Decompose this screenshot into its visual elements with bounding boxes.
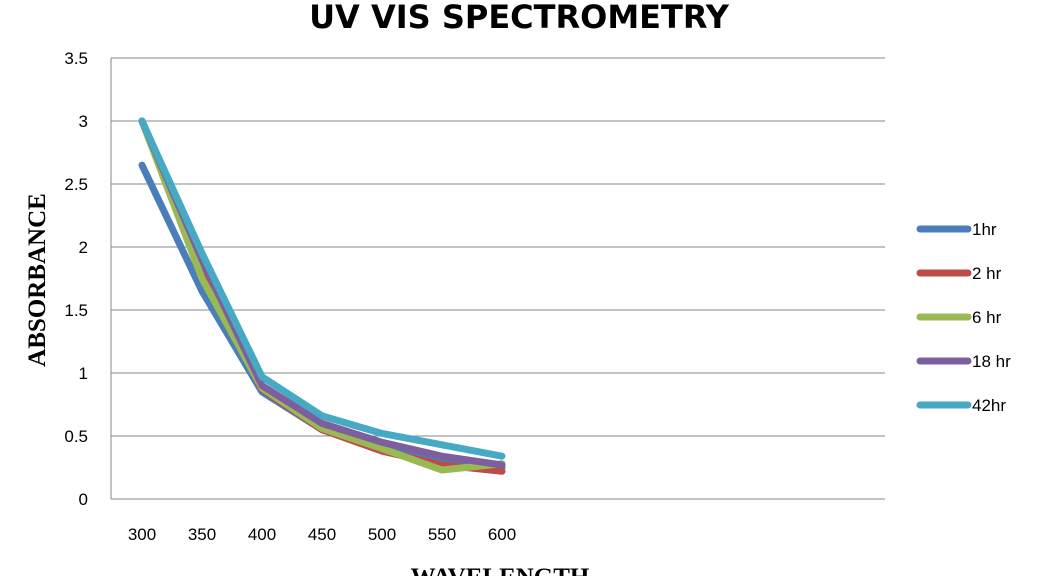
x-tick-labels: 300 350 400 450 500 550 600 [128, 525, 516, 544]
axes [110, 58, 885, 500]
x-tick-label: 450 [308, 525, 336, 544]
series-line [138, 117, 506, 474]
chart-title: UV VIS SPECTROMETRY [309, 0, 730, 36]
gridlines [111, 57, 885, 437]
y-tick-label: 0.5 [64, 427, 88, 446]
legend-label: 2 hr [972, 264, 1002, 283]
y-tick-label: 1.5 [64, 301, 88, 320]
x-tick-label: 400 [248, 525, 276, 544]
legend: 1hr 2 hr 6 hr 18 hr 42hr [916, 220, 1011, 415]
x-tick-label: 600 [488, 525, 516, 544]
legend-label: 6 hr [972, 308, 1002, 327]
y-tick-label: 2.5 [64, 175, 88, 194]
x-tick-label: 500 [368, 525, 396, 544]
y-tick-label: 1 [79, 364, 88, 383]
legend-label: 1hr [972, 220, 997, 239]
y-tick-labels: 0 0.5 1 1.5 2 2.5 3 3.5 [64, 49, 88, 509]
x-axis-label: WAVELENGTH [411, 564, 590, 576]
legend-label: 42hr [972, 396, 1006, 415]
y-axis-label: ABSORBANCE [24, 193, 51, 367]
y-tick-label: 3 [79, 112, 88, 131]
series-line [138, 117, 506, 460]
x-tick-label: 350 [188, 525, 216, 544]
x-tick-label: 300 [128, 525, 156, 544]
y-tick-label: 0 [79, 490, 88, 509]
legend-label: 18 hr [972, 352, 1011, 371]
y-tick-label: 2 [79, 238, 88, 257]
series-lines [138, 117, 506, 475]
x-tick-label: 550 [428, 525, 456, 544]
y-tick-label: 3.5 [64, 49, 88, 68]
